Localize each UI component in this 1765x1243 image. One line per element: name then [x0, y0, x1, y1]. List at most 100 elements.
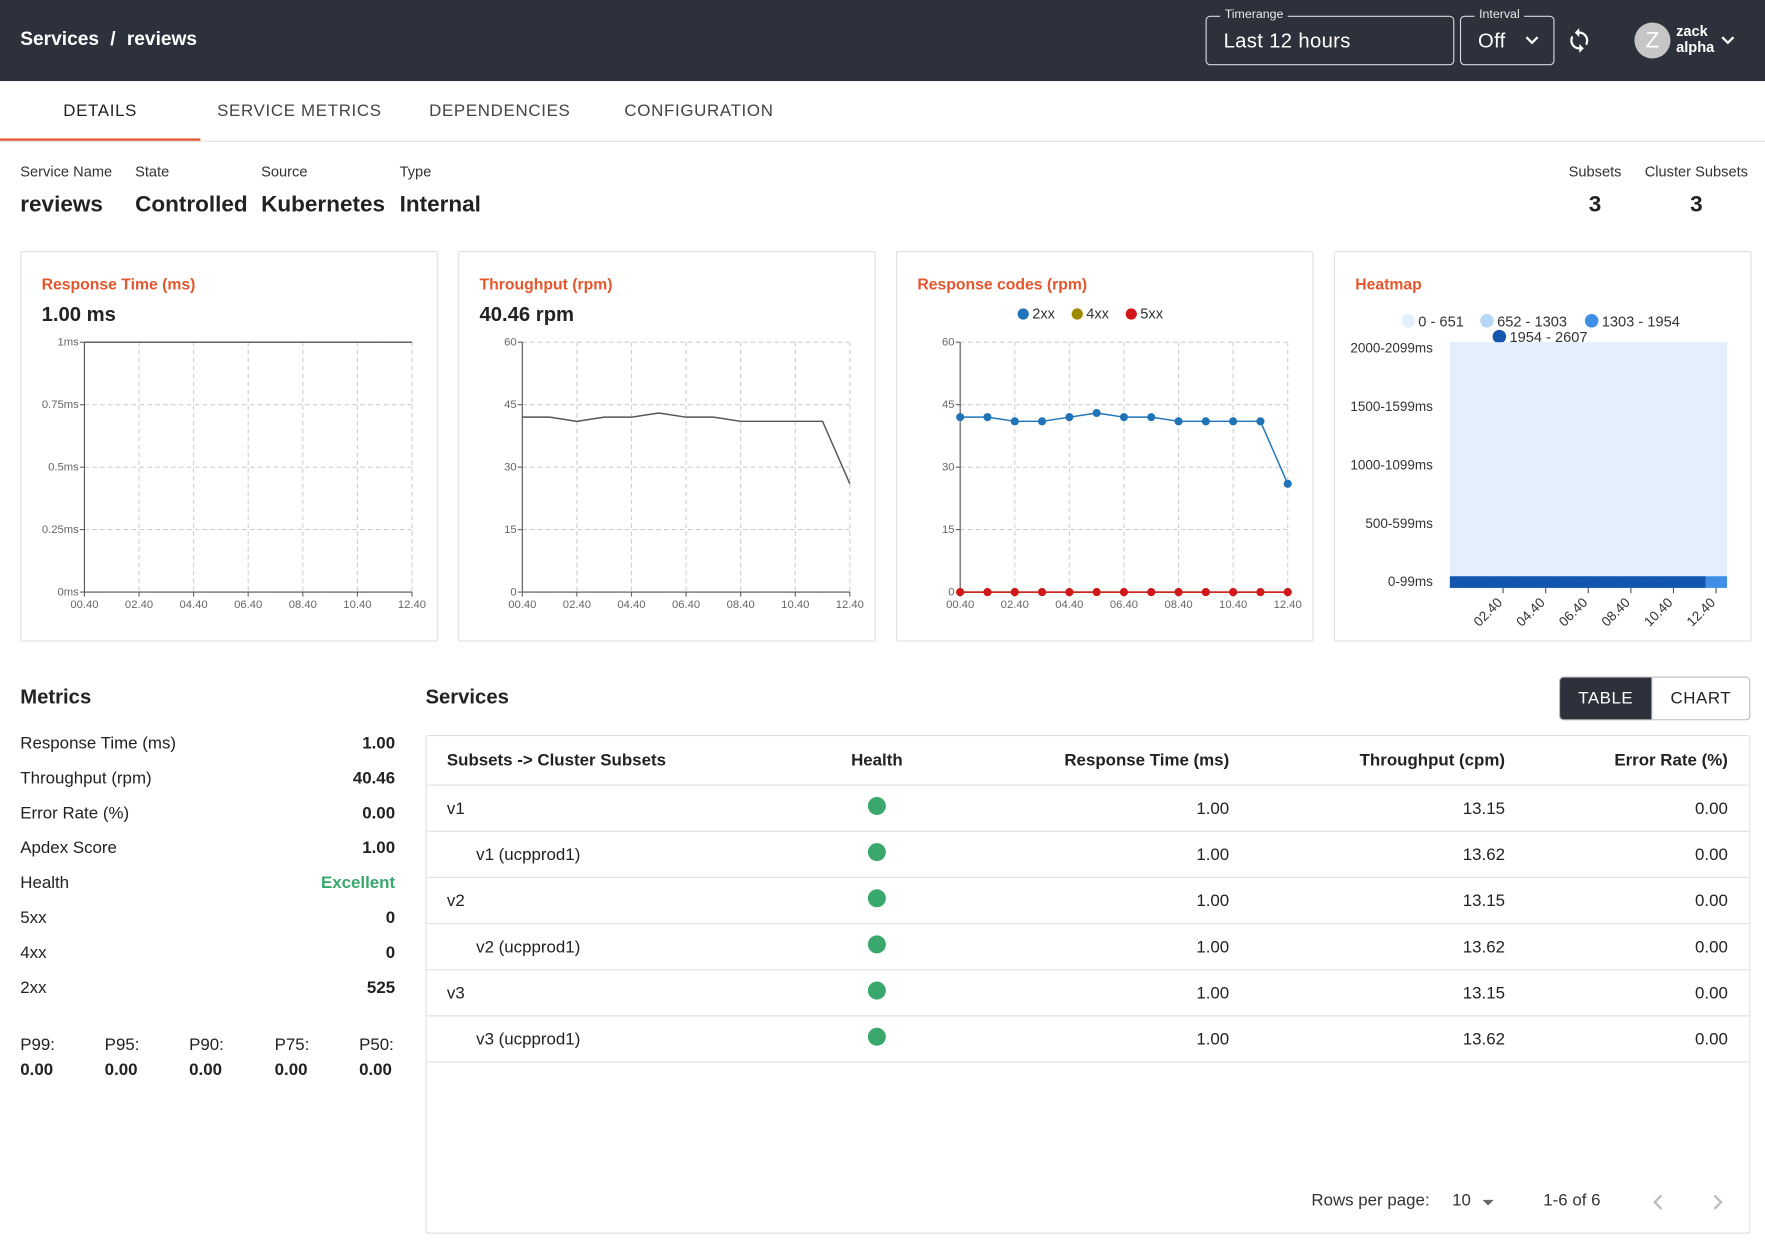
heat-cell [1662, 423, 1685, 437]
chart-headline: 1.00 ms [42, 304, 116, 326]
heat-cell [1513, 412, 1536, 425]
percentile-value: 0.00 [20, 1060, 54, 1080]
heat-cell [1684, 388, 1706, 401]
y-tick-label: 0.75ms [42, 399, 79, 411]
heat-cell [1577, 482, 1600, 495]
data-point [956, 588, 965, 597]
x-tick-label: 02.40 [125, 599, 153, 611]
heat-cell [1449, 494, 1472, 507]
tab[interactable]: CONFIGURATION [624, 101, 774, 121]
metric-label: Error Rate (%) [20, 803, 130, 823]
heat-cell [1684, 552, 1706, 565]
heat-cell [1662, 377, 1685, 390]
heat-cell [1641, 470, 1664, 483]
next-page[interactable] [1710, 1193, 1726, 1211]
x-tick-label: 10.40 [1219, 599, 1247, 611]
heat-cell [1535, 552, 1557, 565]
x-tick-label: 00.40 [946, 599, 974, 611]
heat-cell [1641, 482, 1664, 495]
heat-cell [1513, 470, 1536, 483]
heat-cell [1620, 365, 1642, 378]
heat-cell [1556, 400, 1578, 413]
metric-value: 0.00 [362, 803, 396, 823]
percentile-value: 0.00 [189, 1060, 222, 1080]
heat-cell [1556, 365, 1578, 378]
x-tick-label: 06.40 [672, 599, 700, 611]
heat-cell [1662, 447, 1685, 460]
view-toggle[interactable]: TABLE [1559, 676, 1653, 721]
health-dot [867, 796, 886, 815]
crumb-separator: / [110, 28, 116, 50]
heat-cell [1471, 400, 1493, 413]
heat-cell [1598, 529, 1621, 542]
interval-select[interactable]: Interval Off [1459, 7, 1555, 66]
heat-cell [1449, 447, 1472, 460]
tab[interactable]: SERVICE METRICS [217, 101, 382, 121]
percentile-value: 0.00 [104, 1060, 138, 1080]
x-tick-label: 00.40 [508, 599, 536, 611]
cell: 13.15 [1462, 891, 1505, 911]
heat-cell [1471, 353, 1493, 366]
heat-cell [1556, 459, 1578, 472]
legend-swatch [1125, 308, 1137, 320]
heat-cell [1556, 505, 1578, 518]
x-tick-label: 04.40 [617, 599, 645, 611]
legend-label: 4xx [1086, 307, 1109, 323]
refresh-button[interactable] [1566, 27, 1593, 54]
heat-cell [1492, 353, 1515, 366]
previous-page[interactable] [1650, 1193, 1666, 1211]
cell: 0.00 [1694, 983, 1728, 1003]
y-tick-label: 2000-2099ms [1350, 341, 1433, 356]
legend-swatch [1071, 308, 1083, 320]
heat-cell [1471, 517, 1493, 530]
heat-cell [1705, 505, 1728, 518]
y-tick-label: 45 [942, 399, 955, 411]
rows-per-page-select[interactable]: 10 [1452, 1190, 1471, 1211]
legend-label: 1954 - 2607 [1509, 330, 1587, 346]
heat-cell [1705, 412, 1728, 425]
heat-cell [1577, 517, 1600, 530]
count-value: 3 [1690, 192, 1703, 218]
heat-cell [1705, 388, 1728, 401]
chevron [1713, 1194, 1723, 1210]
field-label: Interval [1474, 7, 1525, 22]
heat-cell [1662, 564, 1685, 577]
cell: 1.00 [1196, 1029, 1230, 1050]
data-point [1201, 588, 1210, 597]
heat-cell [1449, 423, 1472, 437]
field-value: Internal [399, 192, 481, 218]
heat-cell [1641, 494, 1664, 507]
crumb[interactable]: Services [20, 28, 100, 50]
pagination-range: 1-6 of 6 [1543, 1190, 1601, 1211]
heat-cell [1598, 365, 1621, 378]
metric-value: 1.00 [362, 838, 396, 858]
heat-cell [1598, 505, 1621, 518]
heat-cell [1641, 342, 1664, 355]
y-tick-label: 0-99ms [1388, 574, 1433, 589]
tab[interactable]: DETAILS [63, 101, 138, 121]
timerange-select[interactable]: Timerange Last 12 hours [1205, 7, 1455, 66]
heat-cell [1641, 552, 1664, 565]
data-point [1065, 413, 1074, 422]
metric-value: 0 [385, 908, 396, 928]
heat-cell [1535, 517, 1557, 530]
heat-cell [1620, 540, 1642, 553]
heat-cell [1598, 540, 1621, 553]
heat-cell [1684, 365, 1706, 378]
heat-cell [1684, 377, 1706, 390]
heat-cell [1684, 447, 1706, 460]
heat-cell [1471, 552, 1493, 565]
heat-cell [1641, 365, 1664, 378]
legend-label: 2xx [1032, 307, 1055, 323]
avatar[interactable]: Z [1634, 22, 1671, 59]
heat-cell [1662, 494, 1685, 507]
field-value: Off [1477, 29, 1506, 52]
chart-title: Heatmap [1355, 276, 1422, 293]
user-info[interactable]: zack alpha [1676, 23, 1714, 56]
heat-cell [1556, 552, 1578, 565]
cell: 1.00 [1196, 983, 1230, 1003]
heat-cell [1641, 353, 1664, 366]
view-toggle[interactable]: CHART [1652, 676, 1751, 721]
tab[interactable]: DEPENDENCIES [429, 101, 571, 121]
